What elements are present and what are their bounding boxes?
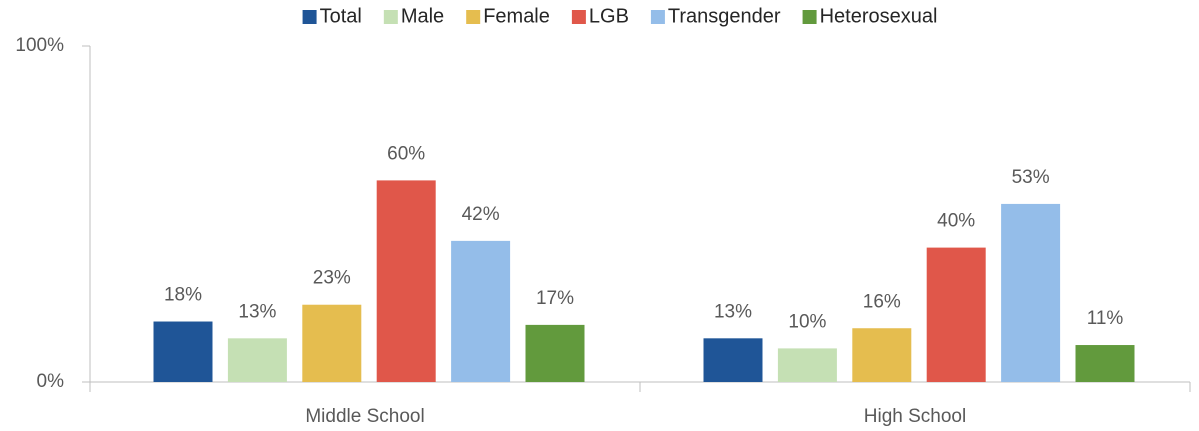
value-label: 23% [313,268,351,289]
bar [1075,345,1135,382]
legend-swatch [650,10,665,24]
legend-label: LGB [589,5,629,27]
legend-label: Total [320,5,362,27]
legend-swatch [383,10,398,24]
bar [852,328,912,382]
x-tick-label: Middle School [305,406,424,427]
bar [1001,203,1061,382]
value-label: 10% [788,311,826,332]
bar [376,180,436,382]
legend-swatch [302,10,317,24]
legend-label: Heterosexual [820,5,938,27]
legend-label: Female [483,5,550,27]
bar [777,348,837,382]
bar [451,240,511,382]
legend-swatch [466,10,481,24]
value-label: 13% [238,301,276,322]
value-label: 53% [1012,167,1050,188]
x-tick-label: High School [864,406,966,427]
bar [302,304,362,382]
bar [227,338,287,382]
bar [703,338,763,382]
legend-label: Transgender [668,5,781,27]
value-label: 42% [462,204,500,225]
value-label: 60% [387,143,425,164]
legend: Total Male Female LGB Transgender Heterosexua… [302,5,938,27]
bar [153,321,213,382]
value-label: 40% [937,211,975,232]
legend-swatch [802,10,817,24]
value-label: 13% [714,301,752,322]
value-label: 17% [536,288,574,309]
bar [525,324,585,382]
legend-label: Male [401,5,444,27]
legend-swatch [571,10,586,24]
y-tick-label: 100% [15,35,64,56]
value-label: 16% [863,291,901,312]
value-label: 18% [164,285,202,306]
bar [926,247,986,382]
value-label: 11% [1087,308,1124,329]
y-tick-label: 0% [37,371,65,392]
